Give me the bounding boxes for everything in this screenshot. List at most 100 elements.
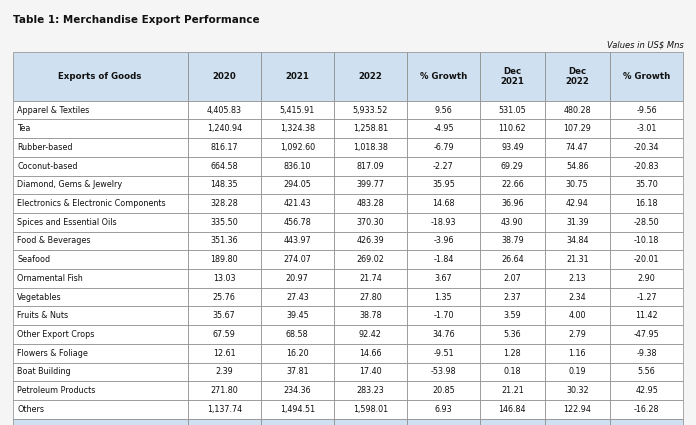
Text: Fruits & Nuts: Fruits & Nuts [17,311,68,320]
Text: 74.47: 74.47 [566,143,589,152]
Bar [407,344,480,363]
Bar [407,288,480,306]
Bar [610,232,683,250]
Bar [13,101,188,119]
Text: 1,598.01: 1,598.01 [353,405,388,414]
Bar [610,101,683,119]
Bar [13,400,188,419]
Bar [480,250,545,269]
Text: 335.50: 335.50 [210,218,238,227]
Bar [407,176,480,194]
Text: 146.84: 146.84 [498,405,526,414]
Text: 6.93: 6.93 [434,405,452,414]
Bar [13,363,188,381]
Text: 67.59: 67.59 [213,330,236,339]
Text: 11.42: 11.42 [635,311,658,320]
Bar [261,381,334,400]
Text: 5.36: 5.36 [504,330,521,339]
Text: 2.13: 2.13 [569,274,586,283]
Bar [334,157,407,176]
Bar [261,306,334,325]
Bar [480,194,545,213]
Text: 269.02: 269.02 [356,255,384,264]
Text: 2.07: 2.07 [503,274,521,283]
Text: 39.45: 39.45 [286,311,309,320]
Bar [334,288,407,306]
Text: 42.94: 42.94 [566,199,589,208]
Bar [610,176,683,194]
Text: 426.39: 426.39 [356,236,384,246]
Bar [610,213,683,232]
Text: Petroleum Products: Petroleum Products [17,386,96,395]
Bar [13,288,188,306]
Bar [334,119,407,138]
Bar [545,381,610,400]
Text: 35.67: 35.67 [213,311,236,320]
Text: -9.38: -9.38 [636,348,657,358]
Bar [480,269,545,288]
Bar [407,194,480,213]
Bar [188,52,261,101]
Text: 3.67: 3.67 [434,274,452,283]
Bar [13,176,188,194]
Text: 2.79: 2.79 [569,330,586,339]
Text: Tea: Tea [17,124,31,133]
Bar [480,400,545,419]
Text: 35.70: 35.70 [635,180,658,190]
Text: 30.32: 30.32 [566,386,589,395]
Text: 1,258.81: 1,258.81 [353,124,388,133]
Text: 4,405.83: 4,405.83 [207,105,242,115]
Bar [407,52,480,101]
Text: 148.35: 148.35 [210,180,238,190]
Text: 5.56: 5.56 [638,367,656,377]
Text: 36.96: 36.96 [501,199,523,208]
Bar [480,213,545,232]
Text: Others: Others [17,405,45,414]
Text: 836.10: 836.10 [283,162,311,171]
Text: 294.05: 294.05 [283,180,311,190]
Bar [261,213,334,232]
Bar [334,232,407,250]
Text: 370.30: 370.30 [356,218,384,227]
Text: -9.56: -9.56 [636,105,657,115]
Text: 1.35: 1.35 [434,292,452,302]
Bar [334,52,407,101]
Bar [407,101,480,119]
Text: Boat Building: Boat Building [17,367,71,377]
Bar [261,194,334,213]
Bar [545,344,610,363]
Bar [188,194,261,213]
Text: 2.34: 2.34 [569,292,586,302]
Text: 1,324.38: 1,324.38 [280,124,315,133]
Bar [261,232,334,250]
Text: 2022: 2022 [358,72,382,81]
Bar [545,119,610,138]
Bar [261,250,334,269]
Text: -20.01: -20.01 [634,255,659,264]
Bar [545,250,610,269]
Text: Seafood: Seafood [17,255,51,264]
Bar [188,101,261,119]
Bar [188,288,261,306]
Bar [545,400,610,419]
Bar [334,344,407,363]
Bar [13,194,188,213]
Bar [610,194,683,213]
Bar [480,325,545,344]
Text: Coconut-based: Coconut-based [17,162,78,171]
Text: 271.80: 271.80 [210,386,238,395]
Text: 3.59: 3.59 [503,311,521,320]
Bar [261,176,334,194]
Text: 14.66: 14.66 [359,348,381,358]
Bar [334,419,407,425]
Text: 110.62: 110.62 [498,124,526,133]
Text: 22.66: 22.66 [501,180,524,190]
Text: 483.28: 483.28 [356,199,384,208]
Bar [188,138,261,157]
Bar [545,363,610,381]
Bar [610,325,683,344]
Bar [188,325,261,344]
Text: -28.50: -28.50 [634,218,659,227]
Text: Values in US$ Mns: Values in US$ Mns [607,40,683,49]
Bar [545,157,610,176]
